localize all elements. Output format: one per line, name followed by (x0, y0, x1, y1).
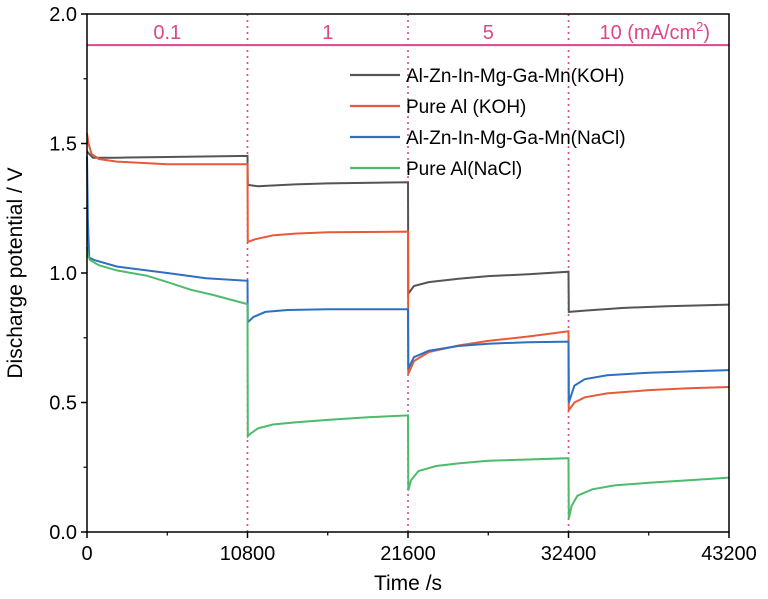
y-tick-label-1: 0.5 (49, 393, 77, 415)
current-density-label-1: 1 (322, 22, 333, 44)
x-tick-label-0: 0 (81, 543, 92, 565)
x-axis-title: Time /s (374, 572, 442, 595)
y-tick-label-4: 2.0 (49, 4, 77, 26)
y-tick-label-3: 1.5 (49, 134, 77, 156)
x-tick-label-2: 21600 (380, 543, 436, 565)
y-tick-label-0: 0.0 (49, 522, 77, 544)
legend-label-0: Al-Zn-In-Mg-Ga-Mn(KOH) (406, 66, 625, 87)
y-axis-title: Discharge potential / V (4, 167, 27, 378)
current-density-labels: 0.1 1 5 10 (mA/cm2) (153, 19, 710, 44)
x-tick-label-3: 32400 (541, 543, 597, 565)
series-line-2 (86, 156, 730, 403)
x-tick-label-1: 10800 (220, 543, 276, 565)
current-density-label-3: 10 (mA/cm2) (599, 19, 710, 44)
legend-label-3: Pure Al(NaCl) (406, 159, 522, 180)
current-density-label-2: 5 (483, 22, 494, 44)
current-density-unit-close: ) (703, 22, 710, 44)
x-tick-label-4: 43200 (701, 543, 757, 565)
y-axis: 0.0 0.5 1.0 1.5 2.0 (49, 4, 87, 544)
series-lines (86, 132, 730, 520)
current-density-label-3-main: 10 (mA/cm (599, 22, 696, 44)
legend: Al-Zn-In-Mg-Ga-Mn(KOH) Pure Al (KOH) Al-Zn… (350, 66, 626, 180)
current-density-label-0: 0.1 (153, 22, 181, 44)
series-line-1 (86, 132, 730, 414)
legend-label-2: Al-Zn-In-Mg-Ga-Mn(NaCl) (406, 128, 626, 149)
y-tick-label-2: 1.0 (49, 263, 77, 285)
current-density-unit-superscript: 2 (696, 19, 703, 34)
series-line-3 (86, 246, 730, 520)
x-axis: 0 10800 21600 32400 43200 (81, 532, 757, 565)
legend-label-1: Pure Al (KOH) (406, 97, 526, 118)
